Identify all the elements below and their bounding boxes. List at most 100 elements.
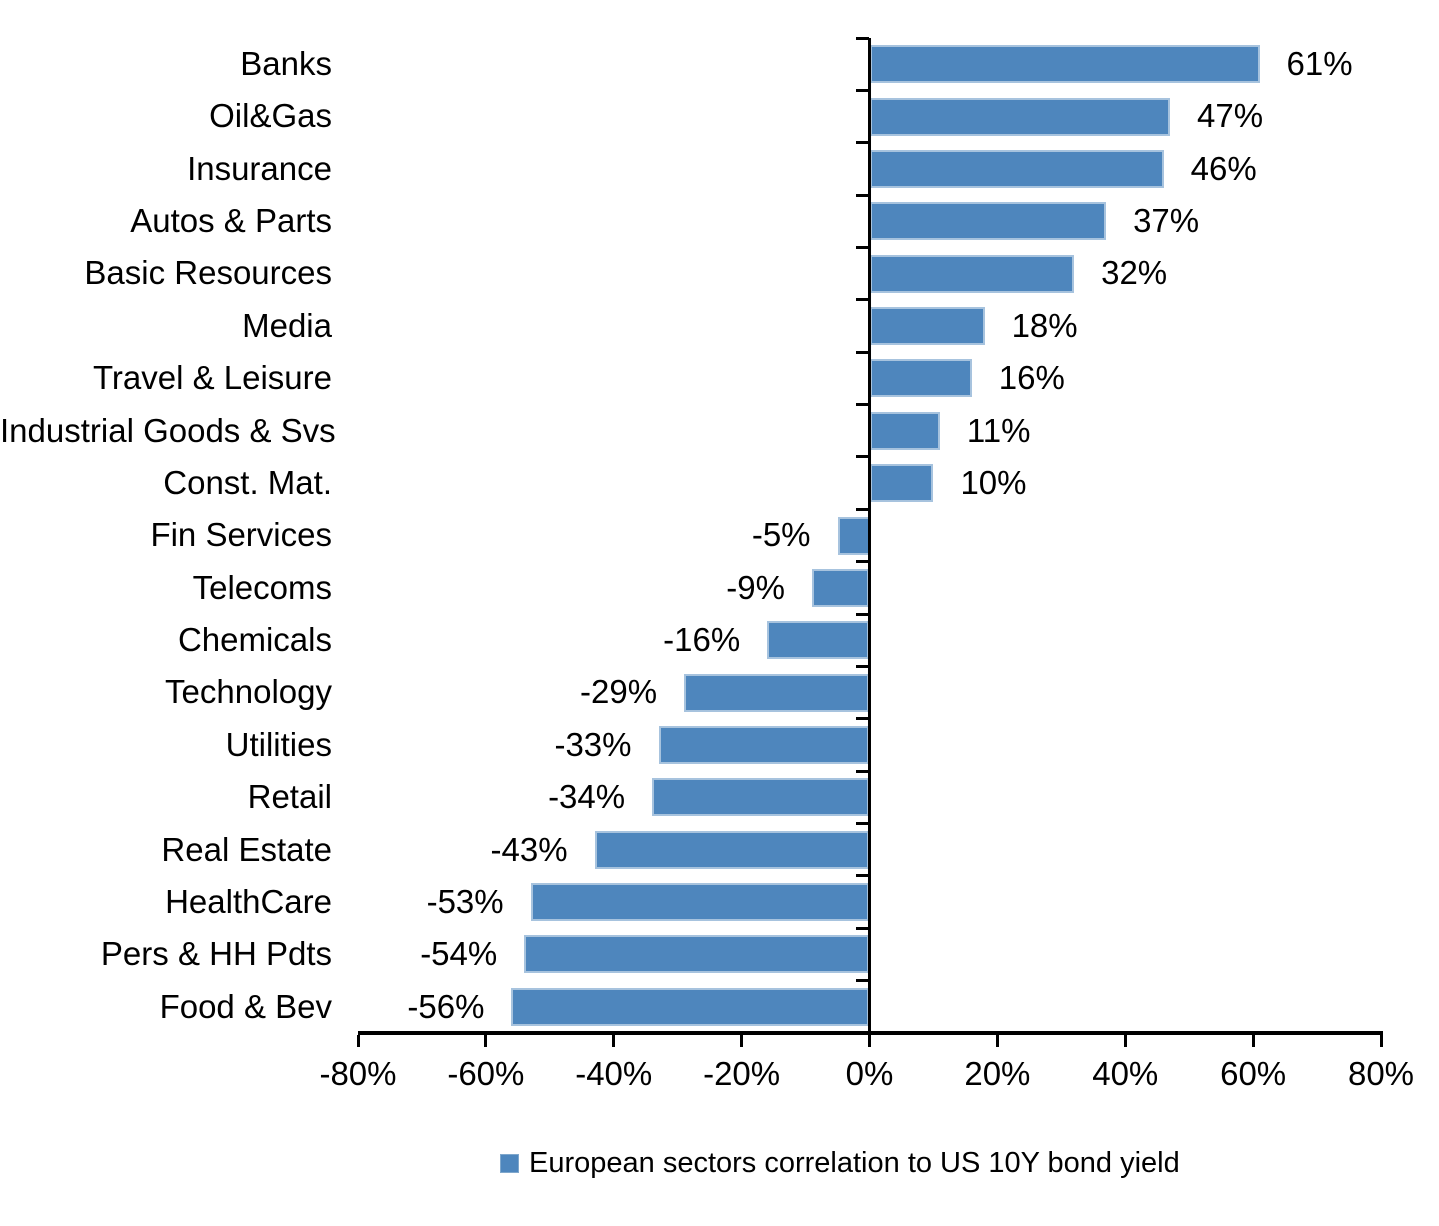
legend: European sectors correlation to US 10Y b… xyxy=(500,1145,1180,1181)
value-label: 18% xyxy=(1011,306,1078,344)
value-label: -34% xyxy=(548,778,626,816)
category-label: Insurance xyxy=(187,149,332,187)
value-label: -33% xyxy=(554,725,632,763)
y-axis-tick xyxy=(856,874,869,878)
legend-swatch-icon xyxy=(500,1153,519,1173)
category-label: Travel & Leisure xyxy=(92,359,332,397)
x-axis-tick xyxy=(1379,1035,1383,1047)
y-axis-tick xyxy=(856,612,869,616)
bar xyxy=(767,621,870,660)
x-tick-label: 80% xyxy=(1347,1055,1415,1092)
x-tick-label: -20% xyxy=(703,1055,781,1092)
bar xyxy=(524,935,870,974)
y-axis-tick xyxy=(856,245,869,249)
value-label: -56% xyxy=(407,987,485,1025)
y-axis-tick xyxy=(856,36,869,40)
category-label: Telecoms xyxy=(192,568,332,606)
value-label: -16% xyxy=(663,621,741,659)
legend-label: European sectors correlation to US 10Y b… xyxy=(529,1146,1180,1179)
bar xyxy=(869,202,1107,241)
category-label: Oil&Gas xyxy=(209,97,332,135)
category-label: Pers & HH Pdts xyxy=(100,935,332,973)
x-tick-label: -80% xyxy=(319,1055,397,1092)
value-label: 47% xyxy=(1197,97,1264,135)
value-label: 32% xyxy=(1101,254,1168,292)
y-axis-tick xyxy=(856,88,869,92)
x-axis-tick xyxy=(612,1035,616,1047)
category-label: Const. Mat. xyxy=(163,463,332,501)
value-label: -43% xyxy=(490,830,568,868)
x-axis-tick xyxy=(868,1035,871,1047)
value-label: 46% xyxy=(1190,149,1257,187)
x-axis-tick xyxy=(356,1035,360,1047)
y-axis-tick xyxy=(856,350,869,354)
category-label: Utilities xyxy=(225,725,332,763)
value-label: -9% xyxy=(726,568,785,606)
x-tick-label: 20% xyxy=(964,1055,1031,1092)
bar xyxy=(869,307,985,346)
value-label: 37% xyxy=(1133,202,1200,240)
x-axis-line xyxy=(358,1031,1383,1035)
bar xyxy=(869,359,972,398)
y-axis-tick xyxy=(856,403,869,407)
y-axis-tick xyxy=(856,507,869,511)
category-label: Basic Resources xyxy=(84,254,332,292)
bar xyxy=(811,568,870,607)
category-label: Industrial Goods & Svs xyxy=(0,411,336,449)
x-tick-label: 0% xyxy=(845,1055,894,1092)
category-label: HealthCare xyxy=(165,882,332,920)
x-tick-label: 60% xyxy=(1220,1055,1287,1092)
bar xyxy=(869,411,940,450)
x-axis-tick xyxy=(484,1035,488,1047)
bar xyxy=(594,830,870,869)
bar xyxy=(869,254,1075,293)
y-axis-tick xyxy=(856,979,869,983)
bar xyxy=(684,673,870,712)
bar xyxy=(869,149,1164,188)
y-axis-tick xyxy=(856,664,869,668)
value-label: 16% xyxy=(998,359,1065,397)
value-label: 10% xyxy=(960,463,1027,501)
value-label: -5% xyxy=(751,516,811,554)
value-label: 11% xyxy=(966,411,1031,449)
x-axis-tick xyxy=(1123,1035,1127,1047)
category-label: Autos & Parts xyxy=(130,202,332,240)
category-label: Real Estate xyxy=(161,830,332,868)
bar xyxy=(869,97,1170,136)
category-label: Technology xyxy=(165,673,332,711)
bar xyxy=(869,45,1260,84)
bar xyxy=(511,987,870,1026)
y-axis-tick xyxy=(856,560,869,564)
y-axis-tick xyxy=(856,141,869,145)
category-label: Banks xyxy=(240,45,332,82)
bar xyxy=(652,778,870,817)
category-label: Chemicals xyxy=(177,621,332,659)
category-label: Food & Bev xyxy=(159,987,332,1025)
x-axis-tick xyxy=(1251,1035,1255,1047)
bar xyxy=(530,883,870,922)
bar xyxy=(837,516,870,555)
x-tick-label: 40% xyxy=(1092,1055,1159,1092)
x-tick-label: -40% xyxy=(575,1055,653,1092)
y-axis-tick xyxy=(856,193,869,197)
value-label: -54% xyxy=(420,935,498,973)
category-label: Retail xyxy=(247,778,332,816)
bar xyxy=(658,725,870,764)
value-label: 61% xyxy=(1286,45,1353,82)
category-label: Fin Services xyxy=(150,516,332,554)
y-axis-tick xyxy=(856,822,869,826)
x-axis-tick xyxy=(995,1035,999,1047)
y-axis-tick xyxy=(856,926,869,930)
x-tick-label: -60% xyxy=(447,1055,525,1092)
category-label: Media xyxy=(242,306,332,344)
y-axis-tick xyxy=(856,717,869,721)
value-label: -29% xyxy=(580,673,658,711)
value-label: -53% xyxy=(426,882,504,920)
y-axis-tick xyxy=(856,455,869,459)
x-axis-tick xyxy=(740,1035,744,1047)
y-axis-line xyxy=(868,38,871,1035)
bar xyxy=(869,464,934,503)
y-axis-tick xyxy=(856,769,869,773)
